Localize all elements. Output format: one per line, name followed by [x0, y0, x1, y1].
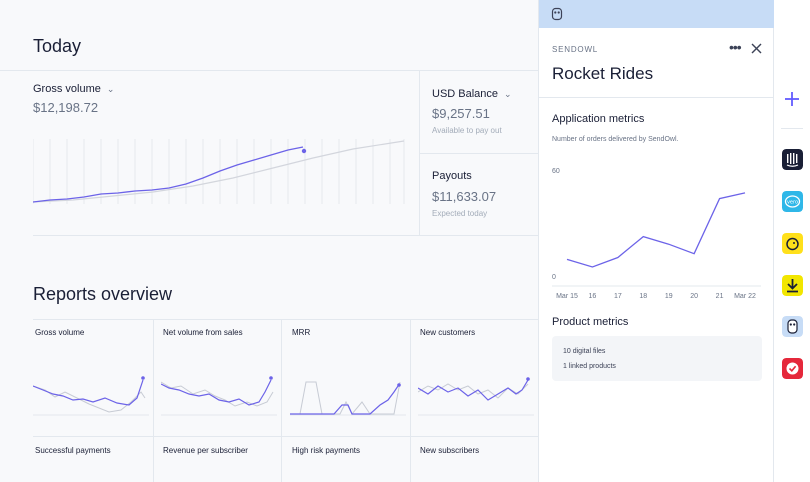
divider [419, 153, 540, 154]
payouts-label[interactable]: Payouts [432, 170, 472, 182]
download-app-icon[interactable] [782, 275, 803, 296]
x-tick-label: 21 [716, 293, 724, 300]
dashboard: Today Gross volume ⌄ $12,198.72 USD Balan… [0, 36, 540, 482]
mailchimp-icon[interactable] [782, 233, 803, 254]
mini-chart-gross-volume [33, 376, 149, 416]
x-tick-label: 19 [665, 293, 673, 300]
gross-volume-value: $12,198.72 [33, 100, 99, 115]
report-high-risk-payments[interactable]: High risk payments [292, 446, 361, 455]
usd-balance-value: $9,257.51 [432, 106, 490, 121]
app-eyebrow: SENDOWL [552, 45, 599, 54]
sendowl-icon [551, 7, 563, 21]
gross-volume-line [33, 146, 304, 203]
payouts-sub: Expected today [432, 209, 488, 218]
reports-overview-title: Reports overview [33, 284, 173, 304]
y-tick-label: 60 [552, 168, 560, 175]
divider [0, 70, 540, 71]
report-net-volume[interactable]: Net volume from sales [163, 328, 243, 337]
app-rail: vero [774, 0, 810, 482]
divider [153, 319, 154, 482]
task-app-icon[interactable] [782, 358, 803, 379]
vero-icon[interactable]: vero [782, 191, 803, 212]
chevron-down-icon: ⌄ [106, 84, 115, 94]
report-new-customers[interactable]: New customers [420, 328, 476, 337]
usd-balance-selector[interactable]: USD Balance ⌄ [432, 88, 512, 100]
report-revenue-per-subscriber[interactable]: Revenue per subscriber [163, 446, 248, 455]
x-tick-label: 17 [614, 293, 622, 300]
orders-chart: Mar 15 16 17 18 19 20 21 Mar 22 [552, 192, 761, 300]
gross-volume-selector[interactable]: Gross volume ⌄ [33, 83, 114, 95]
mini-chart-new-customers [418, 377, 534, 416]
report-successful-payments[interactable]: Successful payments [35, 446, 111, 455]
product-metrics-box: 10 digital files 1 linked products [552, 336, 762, 381]
sendowl-icon[interactable] [782, 316, 803, 337]
x-tick-label: 16 [589, 293, 597, 300]
gross-volume-chart [33, 139, 405, 204]
svg-text:vero: vero [787, 200, 798, 206]
product-linked-products: 1 linked products [563, 363, 616, 370]
gross-volume-label: Gross volume [33, 83, 101, 95]
mini-chart-net-volume [161, 376, 277, 416]
divider [410, 319, 411, 482]
application-metrics-title: Application metrics [552, 113, 645, 125]
chevron-down-icon: ⌄ [504, 89, 512, 99]
gross-volume-compare-line [33, 140, 405, 203]
divider [781, 128, 803, 129]
application-metrics-desc: Number of orders delivered by SendOwl. [552, 136, 679, 143]
product-metrics-title: Product metrics [552, 316, 629, 328]
app-panel: SENDOWL ••• Rocket Rides Application met… [538, 0, 775, 482]
panel-header-bar [539, 0, 775, 28]
divider [33, 436, 540, 437]
y-tick-label: 0 [552, 274, 556, 281]
x-tick-label: Mar 15 [556, 293, 578, 300]
report-new-subscribers[interactable]: New subscribers [420, 446, 480, 455]
divider [33, 319, 540, 320]
divider [539, 97, 774, 98]
more-options-button[interactable]: ••• [729, 39, 742, 55]
payouts-value: $11,633.07 [432, 189, 497, 204]
panel-title: Rocket Rides [552, 64, 654, 83]
mini-chart-mrr [290, 381, 406, 416]
usd-balance-sub: Available to pay out [432, 126, 502, 135]
divider [33, 235, 540, 236]
x-tick-label: 20 [690, 293, 698, 300]
x-tick-label: Mar 22 [734, 293, 756, 300]
gross-volume-current-point [301, 148, 307, 154]
plus-icon[interactable] [783, 90, 801, 108]
close-icon[interactable] [751, 43, 762, 54]
report-gross-volume[interactable]: Gross volume [35, 328, 85, 337]
product-digital-files: 10 digital files [563, 348, 606, 355]
usd-balance-label: USD Balance [432, 88, 499, 100]
x-tick-label: 18 [639, 293, 647, 300]
chart-gridlines [33, 139, 405, 204]
today-title: Today [33, 36, 82, 56]
intercom-icon[interactable] [782, 149, 803, 170]
report-mrr[interactable]: MRR [292, 328, 311, 337]
divider [281, 319, 282, 482]
divider [419, 70, 420, 235]
orders-series-line [566, 192, 746, 268]
